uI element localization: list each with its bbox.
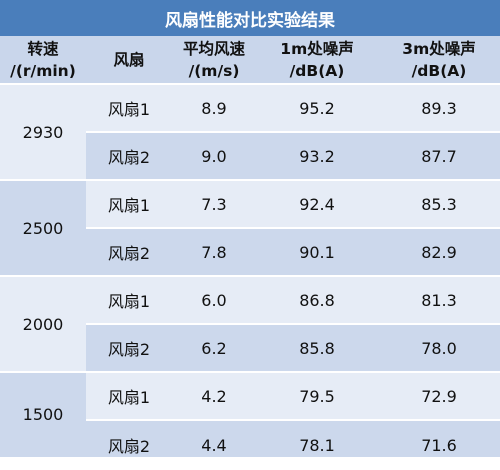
header-noise-1m: 1m处噪声 /dB(A) <box>256 36 378 84</box>
speed-cell-2930: 2930 <box>0 84 86 180</box>
noise-3m-cell: 85.3 <box>421 194 457 214</box>
speed-cell-1500: 1500 <box>0 372 86 457</box>
avg-speed-cell: 9.0 <box>201 146 227 166</box>
header-noise-3m-line2: /dB(A) <box>411 62 467 80</box>
table-row: 风扇1 4.2 79.5 72.9 <box>86 372 500 420</box>
fan-cell: 风扇1 <box>107 100 151 119</box>
row-divider <box>0 275 500 277</box>
avg-speed-cell: 7.3 <box>201 194 227 214</box>
row-divider <box>0 371 500 373</box>
fan-cell: 风扇2 <box>107 244 151 263</box>
noise-3m-cell: 82.9 <box>421 242 457 262</box>
row-divider <box>86 227 500 229</box>
noise-1m-cell: 92.4 <box>299 194 335 214</box>
row-divider <box>86 419 500 421</box>
noise-1m-cell: 86.8 <box>299 290 335 310</box>
noise-3m-cell: 89.3 <box>421 98 457 118</box>
header-speed-line2: /(r/min) <box>10 62 76 80</box>
noise-1m-cell: 85.8 <box>299 338 335 358</box>
header-fan-label: 风扇 <box>113 51 145 69</box>
table-row: 风扇2 6.2 85.8 78.0 <box>86 324 500 372</box>
avg-speed-cell: 6.2 <box>201 338 227 358</box>
row-divider <box>86 323 500 325</box>
table-row: 风扇1 7.3 92.4 85.3 <box>86 180 500 228</box>
header-noise-1m-line2: /dB(A) <box>289 62 345 80</box>
fan-cell: 风扇2 <box>107 340 151 359</box>
header-fan: 风扇 <box>86 36 172 84</box>
noise-3m-cell: 71.6 <box>421 435 457 455</box>
fan-cell: 风扇1 <box>107 388 151 407</box>
table-row: 风扇2 9.0 93.2 87.7 <box>86 132 500 180</box>
speed-cell-2500: 2500 <box>0 180 86 276</box>
header-avg-speed-line1: 平均风速 <box>182 40 245 58</box>
avg-speed-cell: 6.0 <box>201 290 227 310</box>
fan-cell: 风扇2 <box>107 148 151 167</box>
header-avg-speed-line2: /(m/s) <box>188 62 240 80</box>
header-noise-3m: 3m处噪声 /dB(A) <box>378 36 500 84</box>
table-title: 风扇性能对比实验结果 <box>0 0 500 36</box>
table-row: 风扇1 8.9 95.2 89.3 <box>86 84 500 132</box>
header-speed: 转速 /(r/min) <box>0 36 86 84</box>
fan-performance-table: 风扇性能对比实验结果 转速 /(r/min) 风扇 平均风速 /(m/s) 1m… <box>0 0 500 457</box>
noise-1m-cell: 95.2 <box>299 98 335 118</box>
table-header-row: 转速 /(r/min) 风扇 平均风速 /(m/s) 1m处噪声 /dB(A) … <box>0 36 500 84</box>
noise-3m-cell: 78.0 <box>421 338 457 358</box>
header-speed-line1: 转速 <box>27 40 59 58</box>
noise-1m-cell: 79.5 <box>299 386 335 406</box>
row-divider <box>0 179 500 181</box>
speed-cell-2000: 2000 <box>0 276 86 372</box>
noise-1m-cell: 93.2 <box>299 146 335 166</box>
avg-speed-cell: 4.4 <box>201 435 227 455</box>
row-divider <box>0 83 500 85</box>
table-row: 风扇2 4.4 78.1 71.6 <box>86 420 500 457</box>
noise-3m-cell: 72.9 <box>421 386 457 406</box>
row-divider <box>86 131 500 133</box>
fan-cell: 风扇1 <box>107 196 151 215</box>
avg-speed-cell: 8.9 <box>201 98 227 118</box>
avg-speed-cell: 7.8 <box>201 242 227 262</box>
noise-1m-cell: 78.1 <box>299 435 335 455</box>
table-row: 风扇2 7.8 90.1 82.9 <box>86 228 500 276</box>
header-noise-3m-line1: 3m处噪声 <box>402 40 476 58</box>
fan-cell: 风扇2 <box>107 437 151 456</box>
header-avg-speed: 平均风速 /(m/s) <box>172 36 256 84</box>
avg-speed-cell: 4.2 <box>201 386 227 406</box>
noise-1m-cell: 90.1 <box>299 242 335 262</box>
noise-3m-cell: 87.7 <box>421 146 457 166</box>
noise-3m-cell: 81.3 <box>421 290 457 310</box>
header-noise-1m-line1: 1m处噪声 <box>280 40 354 58</box>
fan-cell: 风扇1 <box>107 292 151 311</box>
table-row: 风扇1 6.0 86.8 81.3 <box>86 276 500 324</box>
